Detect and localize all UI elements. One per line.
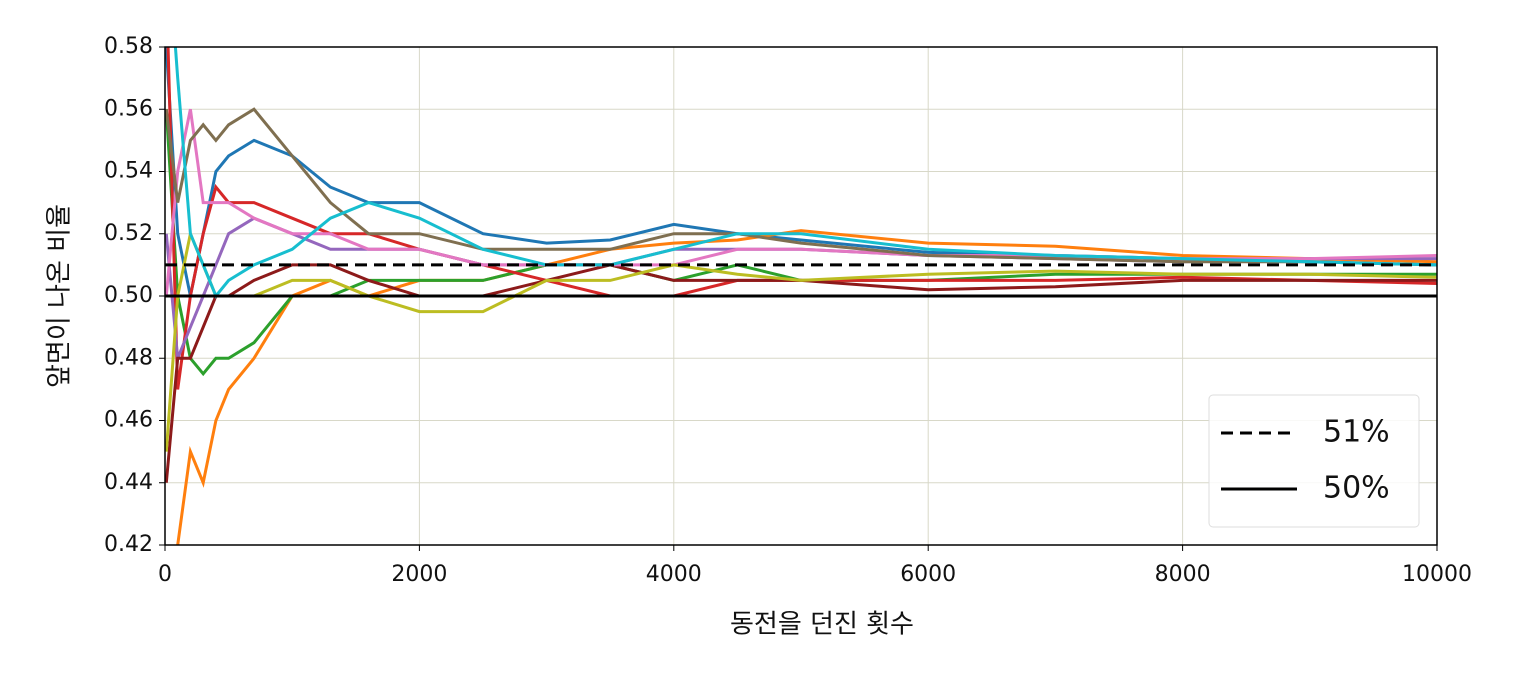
legend-box	[1208, 394, 1420, 528]
legend-label: 51%	[1323, 415, 1390, 450]
series-line	[165, 107, 1437, 267]
y-tick-label: 0.50	[104, 283, 153, 308]
x-tick-label: 10000	[1402, 562, 1472, 587]
plot-lines	[165, 47, 1437, 545]
y-tick-label: 0.44	[104, 470, 153, 495]
series-line	[165, 108, 1437, 297]
y-tick-label: 0.48	[104, 345, 153, 370]
x-tick-label: 4000	[646, 562, 702, 587]
series-line	[173, 47, 1437, 299]
y-axis-label: 앞면이 나온 비율	[45, 204, 75, 388]
x-tick-label: 2000	[391, 562, 447, 587]
series-line	[165, 109, 1437, 377]
y-tick-label: 0.42	[104, 532, 153, 557]
x-tick-label: 6000	[900, 562, 956, 587]
y-tick-label: 0.58	[104, 34, 153, 59]
y-tick-label: 0.46	[104, 408, 153, 433]
x-tick-label: 0	[158, 562, 172, 587]
y-tick-label: 0.54	[104, 159, 153, 184]
legend-label: 50%	[1323, 471, 1390, 506]
y-tick-label: 0.52	[104, 221, 153, 246]
y-tick-label: 0.56	[104, 96, 153, 121]
x-axis-label: 동전을 던진 횟수	[730, 610, 914, 640]
x-tick-label: 8000	[1155, 562, 1211, 587]
series-line	[166, 47, 1437, 390]
plot-frame	[164, 46, 1438, 546]
